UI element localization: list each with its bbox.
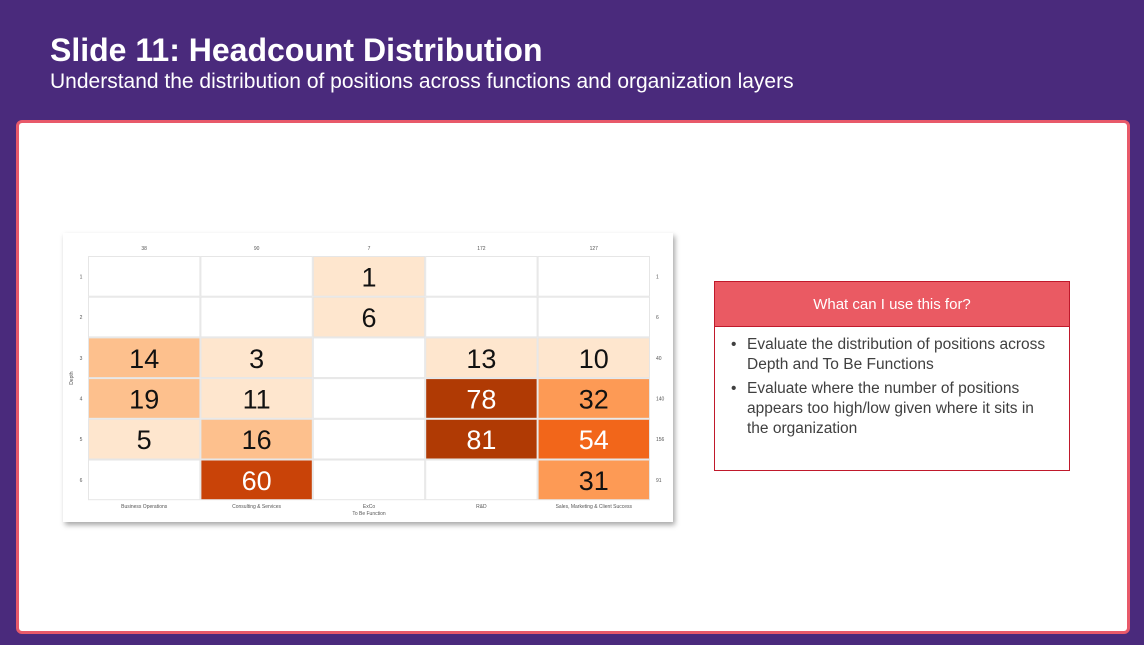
heatmap-cell [88,418,201,460]
heatmap-cell-value: 60 [242,466,272,496]
column-label: Consulting & Services [232,504,281,510]
row-label: 3 [80,356,83,362]
slide-subtitle: Understand the distribution of positions… [50,70,794,93]
heatmap-cell [88,296,201,338]
heatmap-cell-value: 1 [361,262,376,292]
y-axis-label: Depth [69,371,75,385]
heatmap-cell-value: 32 [579,384,609,414]
row-total-label: 40 [656,356,662,362]
heatmap-cell [200,418,313,460]
heatmap-cell [537,378,651,419]
info-box-list: Evaluate the distribution of positions a… [715,327,1069,439]
heatmap-cell-value: 3 [249,344,264,374]
heatmap-cell [312,378,426,419]
heatmap-cell [200,296,313,338]
row-total-label: 91 [656,478,662,484]
heatmap-cell [200,337,313,379]
row-label: 2 [80,315,83,321]
heatmap-cell [537,418,651,460]
heatmap-cell [200,378,313,419]
row-label: 4 [80,396,83,402]
row-total-label: 140 [656,396,665,402]
row-label: 5 [80,437,83,443]
heatmap-cell-value: 10 [579,344,609,374]
row-label: 1 [80,274,83,280]
heatmap-labels: 38 90 7 172 127 Business Operations Consulting… [69,246,665,517]
info-box: What can I use this for? Evaluate the di… [714,281,1070,471]
heatmap-cell-value: 19 [129,384,159,414]
heatmap-cell [425,256,538,297]
column-label: Business Operations [121,504,168,510]
heatmap-cell [312,418,426,460]
heatmap-cell [425,337,538,379]
content-panel: 1 6 14 3 13 10 19 11 78 32 5 16 81 54 60 31 38 90 7 172 127… [16,120,1130,634]
heatmap-cell-value: 31 [579,466,609,496]
heatmap-cell [425,418,538,460]
row-label: 6 [80,478,83,484]
heatmap-cell-value: 78 [466,384,496,414]
heatmap-cell [537,459,651,501]
heatmap-cell [88,337,201,379]
heatmap-cell [200,459,313,501]
row-total-label: 1 [656,274,659,280]
column-label: Sales, Marketing & Client Success [556,504,633,510]
heatmap-cell [425,378,538,419]
slide-title: Slide 11: Headcount Distribution [50,32,543,68]
heatmap-cell-value: 54 [579,425,609,455]
heatmap-cell [537,296,651,338]
heatmap-cell-value: 81 [466,425,496,455]
heatmap-cell [312,337,426,379]
heatmap-cell [537,337,651,379]
heatmap-cell [425,459,538,501]
heatmap-cell-value: 6 [361,303,376,333]
row-total-label: 156 [656,437,665,443]
column-total-label: 38 [141,246,147,252]
heatmap-cell-value: 16 [242,425,272,455]
heatmap-cell [312,296,426,338]
heatmap-card: 1 6 14 3 13 10 19 11 78 32 5 16 81 54 60 31 38 90 7 172 127… [63,233,673,522]
heatmap-cell [88,256,201,297]
column-total-label: 7 [368,246,371,252]
heatmap-cell [88,459,201,501]
info-bullet-position-level: Evaluate where the number of positions a… [731,379,1057,439]
column-total-label: 172 [477,246,486,252]
heatmap-cell [425,296,538,338]
column-label: R&D [476,504,487,510]
heatmap-cell-value: 11 [243,384,271,414]
column-total-label: 127 [590,246,599,252]
heatmap-cell [312,256,426,297]
heatmap-cell-value: 13 [466,344,496,374]
heatmap-cell [88,378,201,419]
heatmap-cell [200,256,313,297]
info-box-header: What can I use this for? [715,282,1069,327]
heatmap-cell-value: 14 [129,344,159,374]
column-label: ExCo [363,504,375,510]
x-axis-label: To Be Function [352,511,386,517]
heatmap-cell [312,459,426,501]
heatmap-cell-value: 5 [137,425,152,455]
heatmap-cell [537,256,651,297]
info-bullet-distribution: Evaluate the distribution of positions a… [731,335,1057,375]
row-total-label: 6 [656,315,659,321]
column-total-label: 90 [254,246,260,252]
